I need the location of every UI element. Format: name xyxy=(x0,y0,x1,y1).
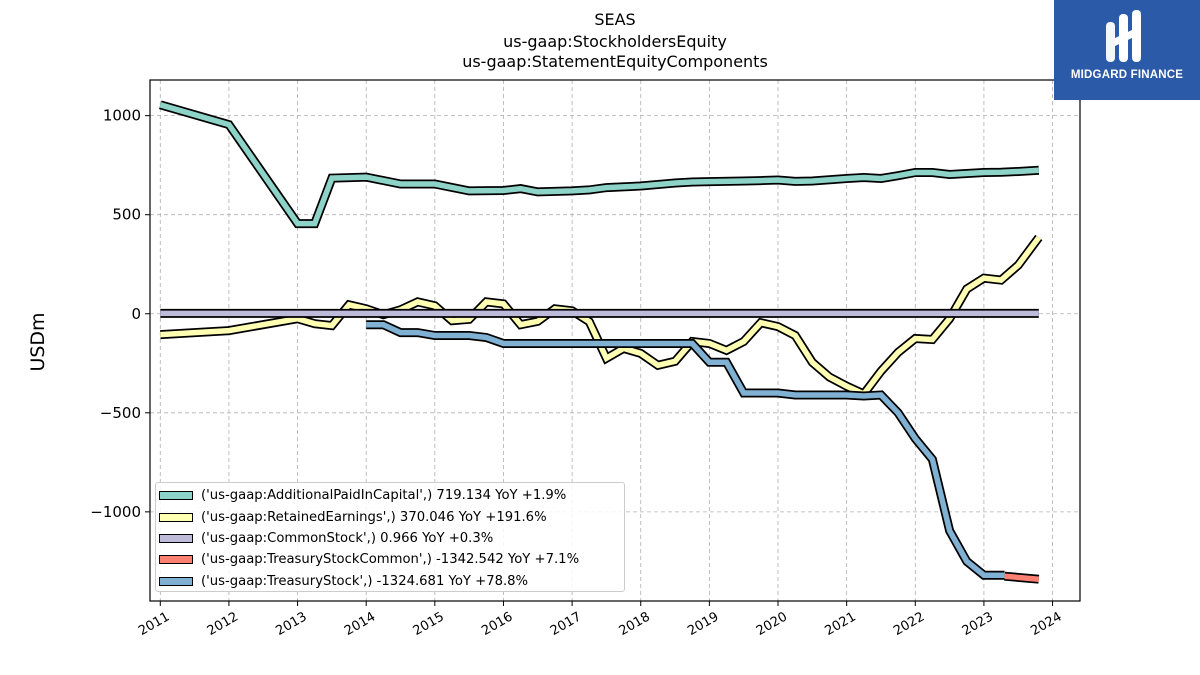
x-tick-label: 2024 xyxy=(1028,609,1064,639)
legend-swatch xyxy=(159,533,193,543)
legend-label: ('us-gaap:RetainedEarnings',) 370.046 Yo… xyxy=(201,509,547,525)
legend-swatch xyxy=(159,555,193,565)
x-tick-label: 2011 xyxy=(136,609,172,639)
legend-swatch xyxy=(159,491,193,501)
y-tick-label: 0 xyxy=(131,305,141,323)
x-tick-label: 2013 xyxy=(273,609,309,639)
legend-label: ('us-gaap:AdditionalPaidInCapital',) 719… xyxy=(201,488,567,504)
x-tick-label: 2021 xyxy=(822,609,858,639)
legend-label: ('us-gaap:TreasuryStockCommon',) -1342.5… xyxy=(201,552,580,568)
legend-label: ('us-gaap:TreasuryStock',) -1324.681 YoY… xyxy=(201,573,529,589)
y-tick-label: 1000 xyxy=(103,107,141,125)
series-outline-0 xyxy=(159,100,1040,229)
chart-subtitle-concept: us-gaap:StockholdersEquity xyxy=(503,32,727,51)
logo-text: MIDGARD FINANCE xyxy=(1070,69,1184,81)
x-tick-label: 2015 xyxy=(411,609,447,639)
y-tick-label: −1000 xyxy=(90,503,141,521)
legend-entry: ('us-gaap:TreasuryStock',) -1324.681 YoY… xyxy=(156,571,624,592)
plot-area-frame xyxy=(149,79,1081,602)
y-tick-label: 500 xyxy=(112,206,141,224)
x-tick-label: 2016 xyxy=(479,609,515,639)
brand-logo: MIDGARD FINANCE xyxy=(1054,0,1200,100)
legend-entry: ('us-gaap:CommonStock',) 0.966 YoY +0.3% xyxy=(156,528,624,549)
x-tick-label: 2018 xyxy=(617,609,653,639)
midgard-logo-icon xyxy=(1106,10,1141,62)
legend-entry: ('us-gaap:AdditionalPaidInCapital',) 719… xyxy=(156,485,624,506)
legend-entry: ('us-gaap:RetainedEarnings',) 370.046 Yo… xyxy=(156,506,624,527)
x-tick-label: 2020 xyxy=(754,609,790,639)
x-tick-label: 2017 xyxy=(548,609,584,639)
series-layer xyxy=(159,100,1043,584)
series-line-3 xyxy=(1004,573,1040,582)
legend-swatch xyxy=(159,576,193,586)
legend-swatch xyxy=(159,512,193,522)
x-tick-label: 2022 xyxy=(891,609,927,639)
y-tick-label: −500 xyxy=(100,404,141,422)
chart-title: SEAS xyxy=(594,10,636,29)
series-line-4 xyxy=(366,321,1005,578)
x-tick-label: 2012 xyxy=(205,609,241,639)
legend: ('us-gaap:AdditionalPaidInCapital',) 719… xyxy=(155,482,625,592)
series-line-0 xyxy=(159,102,1039,227)
chart-subtitle-components: us-gaap:StatementEquityComponents xyxy=(462,52,768,71)
y-axis-label: USDm xyxy=(27,312,49,372)
x-tick-label: 2019 xyxy=(685,609,721,639)
x-tick-label: 2014 xyxy=(342,609,378,639)
x-tick-label: 2023 xyxy=(960,609,996,639)
legend-entry: ('us-gaap:TreasuryStockCommon',) -1342.5… xyxy=(156,549,624,570)
legend-label: ('us-gaap:CommonStock',) 0.966 YoY +0.3% xyxy=(201,530,494,546)
